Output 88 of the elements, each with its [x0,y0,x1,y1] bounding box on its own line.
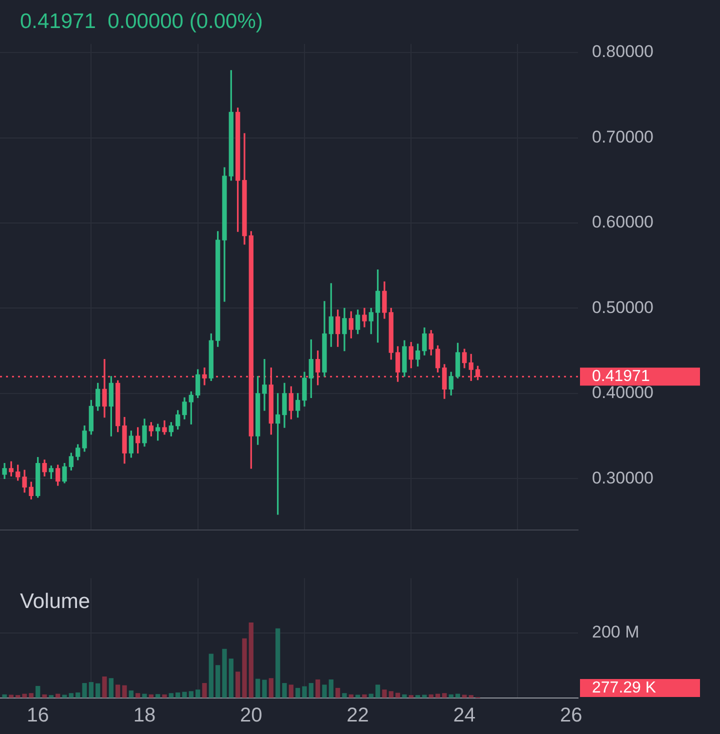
bar [62,694,67,698]
bar [156,694,160,698]
bar [102,676,107,698]
bar [208,654,214,698]
bar [228,658,234,698]
bar [76,692,80,698]
text: Volume [20,590,90,613]
bar [448,694,454,698]
ref-line-label: 0.41971 [592,368,650,386]
bar [262,680,267,698]
x-tick-label: 22 [346,704,369,727]
bar [382,690,387,698]
bar [248,622,254,698]
bar [335,688,340,698]
y-tick-label: 0.80000 [592,42,654,62]
bar [42,694,47,698]
text: 277.29 K [592,679,656,696]
bar [188,691,194,698]
bar [408,695,414,698]
bar [368,694,374,698]
bar [282,683,287,698]
bar [255,678,260,698]
bar [322,684,327,698]
bar [362,694,367,698]
y-tick-label: 0.70000 [592,127,654,146]
x-tick-label: 16 [26,704,49,727]
bar [56,694,60,698]
bar [88,682,94,698]
bar [295,688,300,698]
x-tick-label: 20 [240,704,262,727]
bar [375,684,380,698]
y-tick-label: 0.60000 [592,212,654,232]
y-tick-label: 200 M [592,622,640,642]
bar [108,678,114,698]
x-tick-label: 26 [560,704,582,727]
bar [315,679,320,698]
bar [235,672,240,698]
y-tick-label: 0.40000 [592,383,654,402]
bar [268,678,274,698]
bar [462,694,467,698]
bar [8,694,14,698]
x-tick-label: 18 [133,704,156,727]
bar [2,694,7,698]
bar [168,693,174,698]
bar [468,695,474,698]
bar [96,683,100,698]
bar [202,683,207,698]
bar [348,694,354,698]
bar [68,693,74,698]
bar [288,684,294,698]
bar [342,693,347,698]
bar [36,686,40,698]
bar [195,690,200,698]
bar [48,695,54,698]
bar [435,694,440,698]
bar [415,695,420,698]
bar [275,628,280,698]
bar [215,665,220,698]
bar [355,694,360,698]
bar [455,694,460,698]
bar [395,692,400,698]
bar [28,693,34,698]
bar [162,694,167,698]
bar [16,695,20,698]
bar [328,679,334,698]
bar [428,694,434,698]
bar [148,694,154,698]
bar [302,686,307,698]
bar [22,694,27,698]
bar [128,690,134,698]
bar [82,683,87,698]
bar [308,683,314,698]
y-tick-label: 0.30000 [592,468,654,488]
bar [142,694,147,698]
chart-subtitle: 0.41971 0.00000 (0.00%) [20,10,263,33]
bar [222,648,227,698]
bar [122,685,127,698]
bar [442,693,447,698]
bar [175,692,180,698]
bar [182,692,187,698]
bar [136,693,140,698]
bar [116,684,120,698]
x-tick-label: 24 [453,704,476,727]
bar [388,691,394,698]
bar [422,694,427,698]
bar [402,694,407,698]
bar [242,638,247,698]
y-tick-label: 0.50000 [592,298,654,317]
